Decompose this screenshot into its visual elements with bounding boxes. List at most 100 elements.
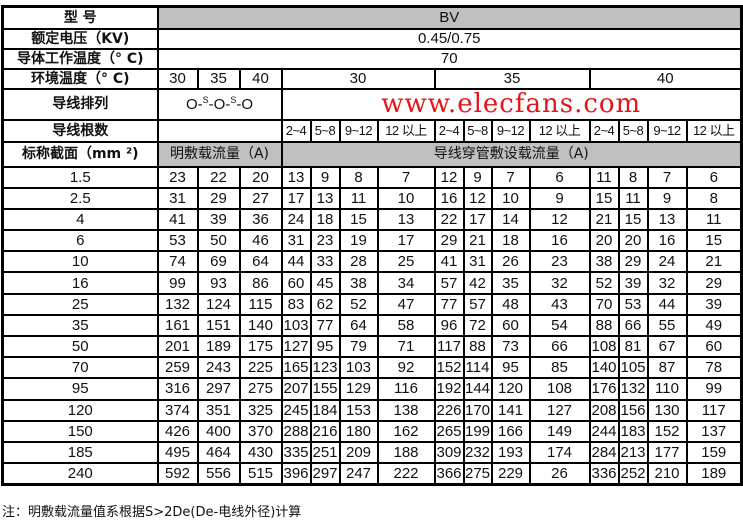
capacity-cell: 53: [617, 292, 649, 316]
capacity-cell: 20: [588, 229, 620, 253]
capacity-cell: 26: [528, 462, 591, 486]
capacity-cell: 31: [462, 250, 493, 274]
capacity-cell: 42: [462, 271, 493, 295]
capacity-cell: 10: [490, 186, 531, 210]
section-size-cell: 2.5: [1, 186, 159, 210]
ambient-conduit-30: 30: [280, 67, 436, 90]
capacity-cell: 176: [588, 377, 620, 401]
capacity-cell: 17: [280, 186, 312, 210]
capacity-cell: 11: [338, 186, 379, 210]
capacity-cell: 34: [376, 271, 436, 295]
capacity-cell: 46: [238, 229, 283, 253]
section-size-cell: 240: [1, 462, 159, 486]
capacity-cell: 183: [617, 419, 649, 443]
capacity-cell: 259: [156, 356, 199, 380]
capacity-cell: 77: [433, 292, 465, 316]
capacity-cell: 20: [617, 229, 649, 253]
arrangement-conduit-empty: www.elecfans.com: [280, 87, 743, 121]
capacity-cell: 38: [338, 271, 379, 295]
capacity-cell: 15: [588, 186, 620, 210]
wire-count-cell: 12 以上: [528, 118, 591, 143]
capacity-cell: 116: [376, 377, 436, 401]
capacity-cell: 60: [490, 313, 531, 338]
capacity-cell: 495: [156, 440, 199, 465]
capacity-cell: 275: [238, 377, 283, 401]
table-row: 10 74 69 64 44 33 28 25 41 31 26 23 38 29 24 21: [1, 250, 743, 274]
capacity-cell: 110: [646, 377, 688, 401]
capacity-cell: 245: [280, 398, 312, 422]
bv-current-capacity-table: 型 号 BV 额定电压（KV) 0.45/0.75 导体工作温度（° C) 70…: [1, 5, 743, 486]
capacity-cell: 29: [685, 271, 743, 295]
capacity-cell: 252: [617, 462, 649, 486]
capacity-cell: 162: [376, 419, 436, 443]
ambient-open-30: 30: [156, 67, 199, 90]
wire-count-open-empty: [156, 118, 283, 143]
table-row: 6 53 50 46 31 23 19 17 29 21 18 16 20 20 16 15: [1, 229, 743, 253]
wire-count-cell: 5~8: [617, 118, 649, 143]
capacity-cell: 288: [280, 419, 312, 443]
capacity-cell: 12: [433, 165, 465, 189]
capacity-cell: 180: [338, 419, 379, 443]
section-size-cell: 95: [1, 377, 159, 401]
capacity-cell: 16: [433, 186, 465, 210]
capacity-cell: 74: [156, 250, 199, 274]
capacity-cell: 20: [238, 165, 283, 189]
section-size-cell: 120: [1, 398, 159, 422]
capacity-cell: 25: [376, 250, 436, 274]
capacity-cell: 18: [309, 207, 341, 232]
arrangement-row: 导线排列 O-S-O-S-O www.elecfans.com: [1, 87, 743, 121]
capacity-cell: 10: [376, 186, 436, 210]
capacity-cell: 77: [309, 313, 341, 338]
voltage-row: 额定电压（KV) 0.45/0.75: [1, 27, 743, 50]
capacity-cell: 31: [280, 229, 312, 253]
arrangement-label: 导线排列: [1, 87, 159, 121]
table-row: 70 259 243 225 165 123 103 92 152 114 95 85 140 105 87…: [1, 356, 743, 380]
capacity-cell: 370: [238, 419, 283, 443]
conduit-capacity-header: 导线穿管敷设载流量（A): [280, 140, 743, 168]
arrangement-part: O-: [185, 96, 203, 113]
capacity-cell: 120: [490, 377, 531, 401]
conductor-temp-row: 导体工作温度（° C) 70: [1, 47, 743, 70]
model-value: BV: [156, 5, 743, 30]
capacity-cell: 201: [156, 334, 199, 359]
section-size-cell: 10: [1, 250, 159, 274]
capacity-cell: 78: [685, 356, 743, 380]
capacity-cell: 426: [156, 419, 199, 443]
capacity-cell: 85: [528, 356, 591, 380]
capacity-cell: 152: [646, 419, 688, 443]
capacity-cell: 72: [462, 313, 493, 338]
capacity-cell: 26: [490, 250, 531, 274]
capacity-cell: 208: [588, 398, 620, 422]
watermark: www.elecfans.com: [381, 89, 642, 119]
capacity-cell: 79: [338, 334, 379, 359]
capacity-cell: 515: [238, 462, 283, 486]
capacity-cell: 210: [646, 462, 688, 486]
capacity-cell: 366: [433, 462, 465, 486]
capacity-cell: 60: [685, 334, 743, 359]
table-row: 95 316 297 275 207 155 129 116 192 144 120 108 176 13…: [1, 377, 743, 401]
capacity-cell: 213: [617, 440, 649, 465]
capacity-cell: 316: [156, 377, 199, 401]
capacity-cell: 39: [196, 207, 241, 232]
table-row: 120 374 351 325 245 184 153 138 226 170 141 127 208 1…: [1, 398, 743, 422]
arrangement-part: -O-: [208, 96, 231, 113]
capacity-cell: 170: [462, 398, 493, 422]
capacity-cell: 50: [196, 229, 241, 253]
capacity-cell: 216: [309, 419, 341, 443]
capacity-cell: 127: [528, 398, 591, 422]
capacity-cell: 556: [196, 462, 241, 486]
capacity-cell: 140: [238, 313, 283, 338]
capacity-cell: 87: [646, 356, 688, 380]
capacity-cell: 33: [309, 250, 341, 274]
capacity-cell: 14: [490, 207, 531, 232]
wire-count-cell: 2~4: [433, 118, 465, 143]
capacity-cell: 129: [338, 377, 379, 401]
capacity-cell: 108: [528, 377, 591, 401]
capacity-cell: 132: [617, 377, 649, 401]
capacity-cell: 53: [156, 229, 199, 253]
capacity-cell: 7: [490, 165, 531, 189]
capacity-cell: 153: [338, 398, 379, 422]
table-row: 185 495 464 430 335 251 209 188 309 232 193 174 284 2…: [1, 440, 743, 465]
capacity-cell: 99: [156, 271, 199, 295]
capacity-cell: 17: [376, 229, 436, 253]
